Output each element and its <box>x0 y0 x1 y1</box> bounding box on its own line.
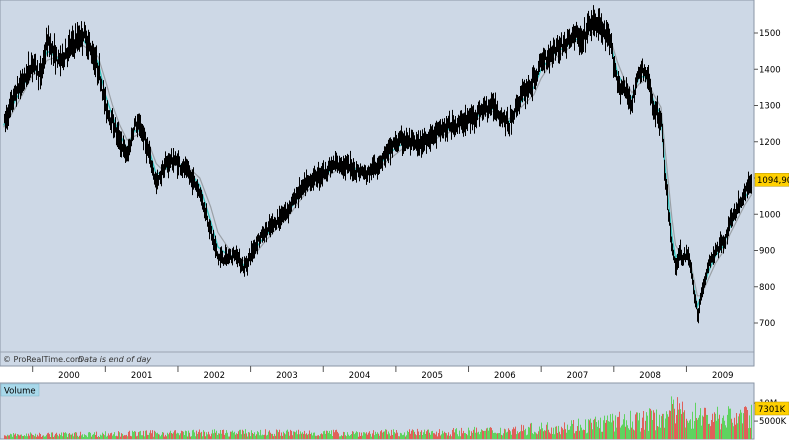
y-tick-label: 1300 <box>759 102 781 112</box>
watermark: © ProRealTime.com Data is end of day <box>3 355 151 364</box>
last-price-badge-bg <box>754 173 789 187</box>
x-tick-label: 2002 <box>203 371 225 381</box>
y-tick-label: 1200 <box>759 138 781 148</box>
y-tick-label: 1400 <box>759 65 781 75</box>
watermark-note: Data is end of day <box>78 355 151 364</box>
x-tick-label: 2003 <box>276 371 298 381</box>
volume-last-badge: 7301K <box>754 401 789 416</box>
x-tick-label: 2007 <box>567 371 589 381</box>
last-price-label: 1094,90 <box>757 176 789 186</box>
x-tick-label: 2006 <box>494 371 516 381</box>
y-tick-label: 1000 <box>759 210 781 220</box>
x-tick-label: 2005 <box>421 371 443 381</box>
x-tick-label: 2001 <box>131 371 153 381</box>
x-tick-label: 2000 <box>58 371 80 381</box>
volume-tick-label: 5000K <box>759 417 787 427</box>
price-panel <box>0 0 755 367</box>
price-bars <box>4 5 752 324</box>
last-price-badge: 1094,90 <box>754 173 789 187</box>
volume-last-label: 7301K <box>758 405 786 415</box>
volume-title-badge: Volume <box>0 383 40 397</box>
x-tick-label: 2004 <box>349 371 371 381</box>
volume-last-bg <box>754 401 789 416</box>
y-tick-label: 1500 <box>759 29 781 39</box>
volume-title: Volume <box>4 387 36 397</box>
x-tick-label: 2008 <box>639 371 661 381</box>
volume-bars <box>4 396 752 439</box>
time-x-axis: 2000 2001 2002 2003 2004 2005 2006 2007 2008 2009 <box>32 366 734 381</box>
volume-panel <box>0 382 755 440</box>
y-tick-label: 700 <box>759 319 775 329</box>
volume-title-bg <box>0 383 40 397</box>
watermark-brand: © ProRealTime.com <box>3 355 83 364</box>
y-tick-label: 900 <box>759 247 775 257</box>
x-tick-label: 2009 <box>712 371 734 381</box>
y-tick-label: 800 <box>759 283 775 293</box>
